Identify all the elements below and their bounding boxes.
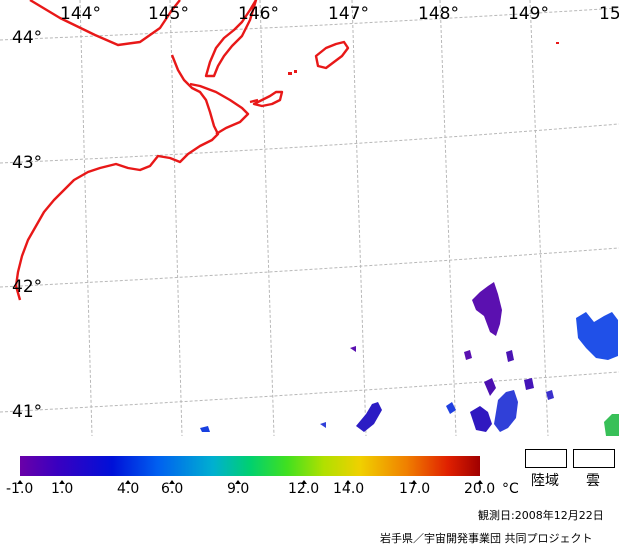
latitude-labels: 44° 43° 42° 41° — [12, 28, 42, 422]
lon-label: 146° — [238, 4, 279, 24]
sst-patch — [524, 378, 534, 390]
cloud-label: 雲 — [586, 473, 600, 489]
parallel-41 — [0, 371, 619, 413]
kunashiri — [204, 0, 258, 78]
lat-label: 44° — [12, 28, 42, 48]
sst-patch — [446, 402, 456, 414]
meridian-145 — [169, 0, 183, 436]
sst-patch — [484, 378, 496, 396]
sst-patch — [320, 422, 326, 428]
habomai — [249, 98, 259, 104]
scale-label: 17.0 — [399, 481, 431, 497]
sst-patch — [546, 390, 554, 400]
sst-patch — [356, 402, 382, 432]
land-swatch — [525, 449, 567, 468]
graticule — [0, 0, 619, 436]
sst-patches — [200, 282, 619, 436]
parallel-44 — [0, 7, 619, 41]
parallel-42 — [0, 247, 619, 288]
meridian-146 — [259, 0, 275, 436]
color-bar — [20, 456, 480, 476]
lon-label: 15 — [599, 4, 619, 24]
meridian-149 — [529, 0, 549, 436]
sst-map: 144° 145° 146° 147° 148° 149° 15 44° 43°… — [0, 0, 619, 436]
shikotan — [252, 90, 284, 108]
unit-label: °C — [502, 481, 519, 497]
lon-label: 145° — [148, 4, 189, 24]
lat-label: 41° — [12, 402, 42, 422]
small-islets — [288, 42, 559, 75]
scale-label: -1.0 — [6, 481, 34, 497]
lon-label: 144° — [60, 4, 101, 24]
hokkaido-coast — [14, 0, 220, 301]
land-label: 陸域 — [531, 473, 559, 489]
meridian-148 — [439, 0, 457, 436]
scale-label: 20.0 — [464, 481, 496, 497]
scale-label: 4.0 — [117, 481, 140, 497]
longitude-labels: 144° 145° 146° 147° 148° 149° 15 — [60, 4, 619, 24]
sst-patch — [350, 346, 356, 352]
sst-patch — [472, 282, 502, 336]
sst-patch — [464, 350, 472, 360]
color-scale-legend — [17, 456, 483, 484]
scale-label: 6.0 — [161, 481, 184, 497]
cloud-swatch — [573, 449, 615, 468]
lon-label: 148° — [418, 4, 459, 24]
coastline — [14, 0, 350, 301]
sst-patch — [576, 312, 618, 360]
lat-label: 42° — [12, 277, 42, 297]
scale-label: 14.0 — [333, 481, 365, 497]
sst-patch — [200, 426, 210, 432]
sst-patch — [604, 414, 619, 436]
nemuro-peninsula — [189, 82, 250, 136]
parallel-43 — [0, 123, 619, 164]
scale-label: 9.0 — [227, 481, 250, 497]
scale-label: 12.0 — [288, 481, 320, 497]
etorofu — [314, 40, 350, 70]
sst-patch — [494, 390, 518, 432]
observation-date: 観測日:2008年12月22日 — [478, 509, 604, 522]
lon-label: 149° — [508, 4, 549, 24]
meridian-144 — [79, 0, 93, 436]
credit-text: 岩手県／宇宙開発事業団 共同プロジェクト — [380, 532, 593, 545]
sst-patch — [470, 406, 492, 432]
meridian-147 — [351, 0, 367, 436]
scale-label: 1.0 — [51, 481, 74, 497]
lat-label: 43° — [12, 153, 42, 173]
sst-patch — [506, 350, 514, 362]
lon-label: 147° — [328, 4, 369, 24]
color-bar-ticks — [17, 480, 483, 484]
